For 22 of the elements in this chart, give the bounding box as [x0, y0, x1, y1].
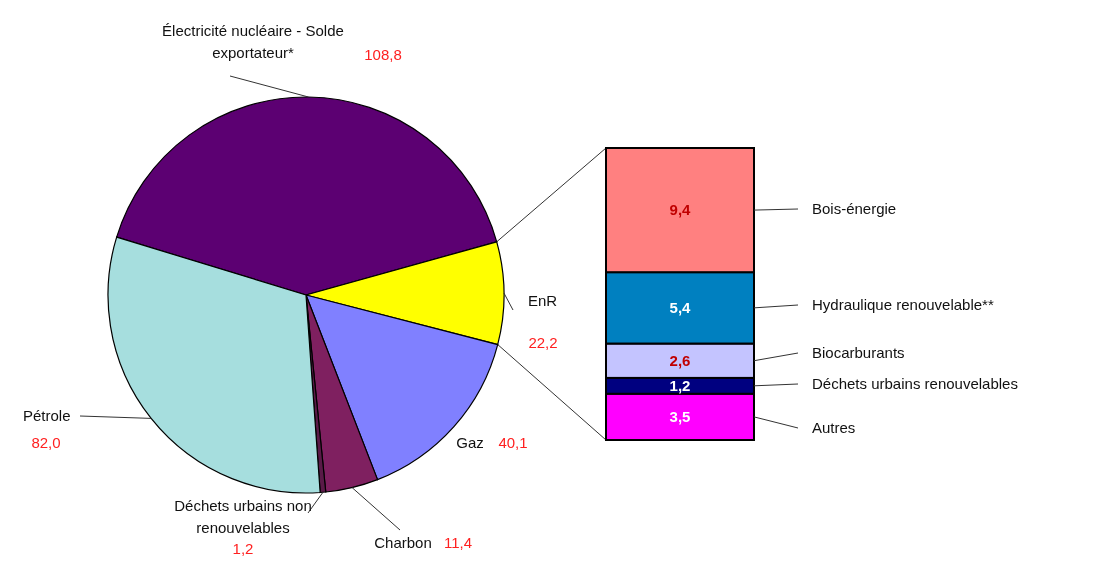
slice-label: Gaz [456, 434, 484, 451]
slice-label: Pétrole [23, 407, 71, 424]
slice-label: Électricité nucléaire - Solde exportateur* [162, 22, 344, 61]
data-label: 22,2 [528, 334, 558, 351]
data-label: 3,5 [669, 408, 691, 426]
data-label: 11,4 [443, 534, 473, 551]
data-label: 40,1 [498, 434, 528, 451]
data-label: 5,4 [669, 299, 692, 317]
data-label: 9,4 [669, 201, 692, 219]
data-label: 1,2 [669, 377, 691, 395]
data-label: 1,2 [232, 540, 254, 557]
text: Bois-énergie [812, 200, 897, 217]
text: Déchets urbains renouvelables [812, 375, 1018, 392]
data-label: 2,6 [669, 351, 691, 369]
text: Biocarburants [812, 344, 905, 361]
text: Autres [812, 419, 856, 436]
text: Hydraulique renouvelable** [812, 296, 994, 313]
data-label: 82,0 [31, 434, 61, 451]
slice-label: EnR [528, 292, 558, 309]
data-label: 108,8 [364, 46, 402, 63]
slice-label: Déchets urbains non renouvelables [174, 497, 312, 536]
slice-label: Charbon [374, 534, 432, 551]
